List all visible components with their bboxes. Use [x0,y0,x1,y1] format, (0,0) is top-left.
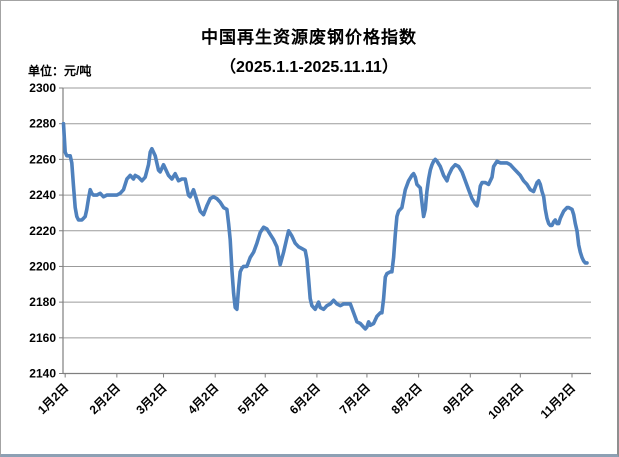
x-tick-label: 4月2日 [185,381,221,417]
y-tick-label: 2300 [29,81,56,95]
x-tick-label: 11月2日 [538,381,579,422]
chart-title: 中国再生资源废钢价格指数 [201,28,417,47]
x-tick-label: 6月2日 [287,381,323,417]
x-tick-label: 3月2日 [133,381,169,417]
price-line [61,121,589,331]
y-tick-label: 2280 [29,117,56,131]
axis-unit-label: 单位：元/吨 [28,64,92,78]
y-tick-label: 2200 [29,259,56,273]
x-tick-label: 9月2日 [440,381,476,417]
y-tick-label: 2140 [29,367,56,381]
y-tick-label: 2160 [29,331,56,345]
y-tick-label: 2260 [29,152,56,166]
x-tick-label: 1月2日 [35,381,71,417]
y-tick-label: 2240 [29,188,56,202]
x-tick-label: 5月2日 [235,381,271,417]
y-tick-label: 2220 [29,224,56,238]
chart-subtitle: （2025.1.1-2025.11.11） [220,59,398,76]
x-tick-label: 2月2日 [87,381,123,417]
x-tick-label: 8月2日 [388,381,424,417]
x-tick-label: 7月2日 [337,381,373,417]
x-tick-label: 10月2日 [485,381,526,422]
y-tick-label: 2180 [29,295,56,309]
